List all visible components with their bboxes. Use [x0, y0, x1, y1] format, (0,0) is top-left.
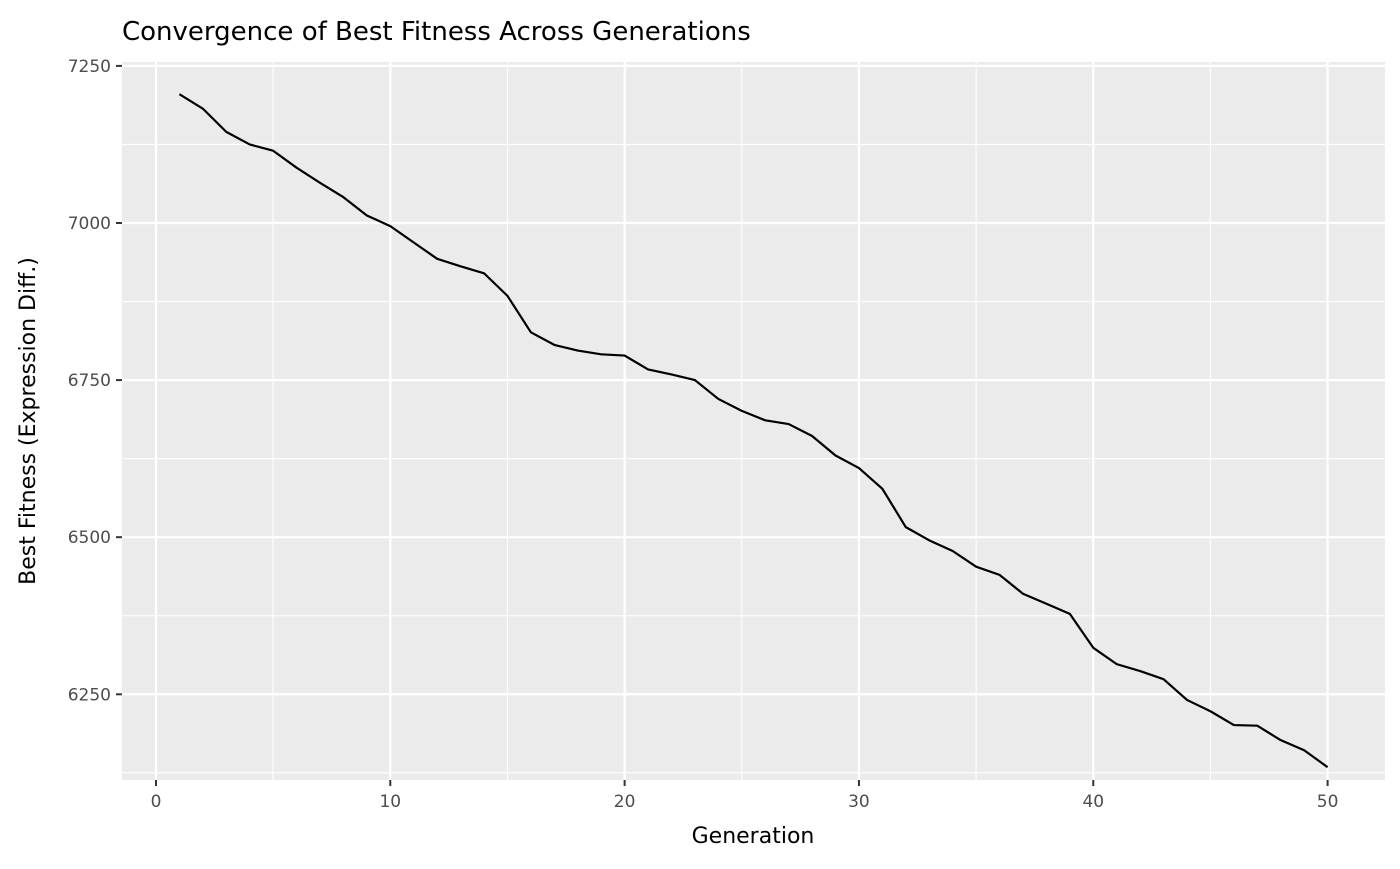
y-tick-label: 7250 — [68, 57, 111, 77]
y-tick-label: 7000 — [68, 214, 111, 234]
x-tick-label: 40 — [1082, 792, 1104, 812]
minor-gridlines — [122, 62, 1385, 780]
y-tick-label: 6500 — [68, 528, 111, 548]
x-tick-label: 0 — [151, 792, 162, 812]
y-axis-title: Best Fitness (Expression Diff.) — [16, 257, 41, 585]
series-line — [178, 93, 1329, 769]
x-axis-title: Generation — [692, 824, 815, 849]
x-tick-label: 20 — [614, 792, 636, 812]
x-tick-label: 30 — [848, 792, 870, 812]
y-axis: 6250 6500 6750 7000 7250 — [68, 57, 122, 705]
y-tick-label: 6750 — [68, 371, 111, 391]
plot-panel — [122, 62, 1385, 780]
major-gridlines — [122, 62, 1385, 780]
x-tick-label: 50 — [1317, 792, 1339, 812]
x-tick-label: 10 — [379, 792, 401, 812]
x-axis: 0 10 20 30 40 50 — [151, 780, 1339, 812]
chart-title: Convergence of Best Fitness Across Gener… — [122, 17, 751, 47]
series-layer — [178, 93, 1329, 769]
y-tick-label: 6250 — [68, 685, 111, 705]
